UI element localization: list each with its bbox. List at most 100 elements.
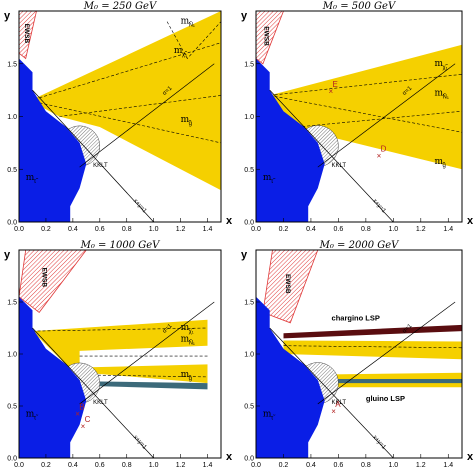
gluino_sub: g̃ <box>188 376 192 382</box>
ewsb-label: EWSB <box>41 268 48 288</box>
y-tick-label: 0.5 <box>244 167 254 174</box>
x-tick-label: 1.4 <box>203 462 213 469</box>
y-tick-label: 1.0 <box>7 114 17 121</box>
n1-label: m <box>181 335 190 345</box>
point-C: C <box>85 415 91 424</box>
stau-label: m <box>263 173 272 183</box>
x-tick-label: 0.0 <box>251 226 261 233</box>
y-axis-label: y <box>4 249 11 261</box>
chi_sub: χ̃₁ <box>182 52 188 58</box>
alpha-line <box>317 63 456 168</box>
x-axis-label: x <box>467 215 474 227</box>
ewsb-label: EWSB <box>284 274 291 294</box>
y-tick-label: 0.0 <box>7 456 17 463</box>
x-tick-label: 0.8 <box>122 462 132 469</box>
alpha-label: α=1 <box>402 85 414 97</box>
chi-label: m <box>181 323 190 333</box>
x-tick-label: 0.8 <box>361 226 371 233</box>
chi_sub: χ̃₁ <box>189 329 195 335</box>
contour-line <box>32 327 208 332</box>
gaugino-band <box>29 11 221 191</box>
x-tick-label: 1.4 <box>443 226 453 233</box>
chargino-band <box>283 324 462 339</box>
stau-region <box>256 58 325 222</box>
x-tick-label: 1.0 <box>149 462 159 469</box>
marker-D: × <box>377 152 382 161</box>
x-tick-label: 0.2 <box>41 462 51 469</box>
y-tick-label: 1.5 <box>244 300 254 307</box>
n1_sub: Ñ₁ <box>443 93 449 100</box>
x-tick-label: 1.0 <box>388 226 398 233</box>
y-axis-label: y <box>4 10 11 22</box>
ewsb-label: EWSB <box>263 26 270 46</box>
chargino-lsp-label: chargino LSP <box>332 314 380 323</box>
x-tick-label: 0.4 <box>68 226 78 233</box>
marker-C: × <box>81 422 86 431</box>
y-tick-label: 0.5 <box>7 404 17 411</box>
x-tick-label: 0.6 <box>95 462 105 469</box>
kklt-label: KKLT <box>332 400 347 406</box>
y-tick-label: 1.0 <box>244 352 254 359</box>
stau-label: m <box>263 409 272 419</box>
stau-region <box>19 296 87 458</box>
x-plus-y-line <box>269 327 394 459</box>
contour-line <box>297 110 463 128</box>
n1-label: m <box>435 88 444 98</box>
x-tick-label: 0.2 <box>41 226 51 233</box>
ewsb-region <box>18 249 88 313</box>
gluino_sub: g̃ <box>442 163 446 169</box>
x-tick-label: 0.6 <box>95 226 105 233</box>
x-axis-label: x <box>226 215 233 227</box>
x-tick-label: 1.2 <box>176 462 186 469</box>
point-B: B <box>79 402 84 411</box>
marker-B: × <box>75 409 80 418</box>
stau-region <box>19 58 87 222</box>
alpha-label: α=1 <box>162 85 174 97</box>
x-axis-label: x <box>467 451 474 463</box>
n1_sub: Ñ₁ <box>189 340 195 347</box>
marker-A: × <box>331 407 336 416</box>
panel-title: M₀ = 1000 GeV <box>80 240 162 251</box>
stau-region <box>256 296 325 458</box>
x-plus-y-line <box>32 327 154 459</box>
y-tick-label: 1.0 <box>7 352 17 359</box>
marker-E: × <box>329 87 334 96</box>
teal-band <box>66 381 208 390</box>
gluino_sub: g̃ <box>188 121 192 127</box>
alpha-label: α=1 <box>402 323 414 335</box>
x-plus-y-label: x+y=1 <box>132 198 148 215</box>
y-tick-label: 1.5 <box>244 61 254 68</box>
band-gap <box>79 345 208 368</box>
y-tick-label: 0.5 <box>244 404 254 411</box>
gluino-lsp-label: gluino LSP <box>366 394 405 403</box>
x-tick-label: 0.2 <box>279 462 289 469</box>
ewsb-label: EWSB <box>23 24 30 44</box>
y-tick-label: 0.0 <box>244 456 254 463</box>
y-tick-label: 0.0 <box>244 220 254 227</box>
x-tick-label: 0.8 <box>122 226 132 233</box>
gluino-label: m <box>181 370 190 380</box>
chi_sub: χ̃₁ <box>443 65 449 71</box>
alpha-label: α=1 <box>162 323 174 335</box>
kklt-label: KKLT <box>332 163 347 169</box>
x-tick-label: 0.4 <box>68 462 78 469</box>
x-tick-label: 0.4 <box>306 462 316 469</box>
x-tick-label: 0.0 <box>14 462 24 469</box>
gluino-label: m <box>181 115 190 125</box>
y-tick-label: 1.0 <box>244 114 254 121</box>
x-tick-label: 0.8 <box>361 462 371 469</box>
contour-line <box>29 100 222 144</box>
stau-label: m <box>26 173 35 183</box>
contour-line <box>269 95 463 133</box>
chi-label: m <box>174 46 183 56</box>
kklt-label: KKLT <box>93 163 108 169</box>
kklt-label: KKLT <box>93 400 108 406</box>
x-tick-label: 0.0 <box>14 226 24 233</box>
contour-line <box>269 74 463 96</box>
panel-title: M₀ = 500 GeV <box>322 1 397 12</box>
y-tick-label: 0.5 <box>7 167 17 174</box>
